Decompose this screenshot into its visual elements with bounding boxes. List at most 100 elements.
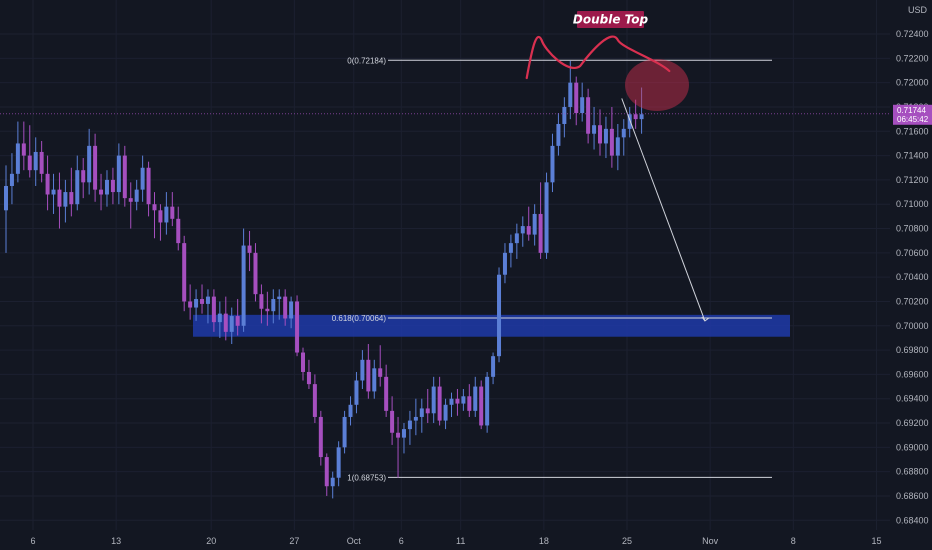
double-top-stroke: [525, 35, 671, 80]
candle-body: [526, 226, 531, 235]
y-tick-label: 0.71200: [896, 175, 929, 185]
candle-body: [69, 192, 74, 205]
current-price-label: 0.71744: [897, 106, 926, 115]
x-tick-label: Nov: [702, 536, 719, 546]
candle-body: [520, 226, 525, 234]
candle-body: [229, 316, 234, 332]
projection-arrowhead: [701, 316, 710, 322]
candle-body: [366, 359, 371, 392]
candle-body: [390, 410, 395, 433]
y-tick-label: 0.72200: [896, 53, 929, 63]
candle-body: [306, 371, 311, 385]
candle-body: [455, 398, 460, 404]
candle-body: [110, 179, 115, 193]
projection-arrow: [621, 98, 706, 322]
chart-title: Double Top: [573, 13, 649, 27]
candle-body: [580, 97, 585, 114]
x-tick-label: 13: [111, 536, 121, 546]
candle-body: [461, 396, 466, 404]
y-tick-label: 0.69400: [896, 394, 929, 404]
candle-body: [586, 97, 591, 134]
candle-body: [235, 316, 240, 326]
candle-body: [372, 368, 377, 392]
price-axis[interactable]: 0.724000.722000.720000.718000.716000.714…: [893, 5, 932, 525]
support-zone-layer: [193, 314, 790, 337]
candle-body: [378, 368, 383, 377]
candle-body: [170, 206, 175, 219]
candle-body: [283, 296, 288, 319]
candle-body: [502, 252, 507, 275]
title-badge: [577, 11, 644, 28]
candle-body: [122, 155, 127, 199]
candle-body: [431, 386, 436, 414]
candle-body: [265, 308, 270, 312]
current-price-tag: [893, 104, 932, 125]
candle-body: [437, 386, 442, 421]
candle-body: [443, 404, 448, 421]
candle-body: [360, 359, 365, 381]
y-tick-label: 0.70400: [896, 272, 929, 282]
time-axis[interactable]: 6 13 20 27 Oct 6 11 18 25 Nov 8 15: [30, 536, 881, 546]
candle-body: [164, 206, 169, 223]
candle-body: [425, 408, 430, 414]
candle-body: [603, 128, 608, 144]
y-tick-label: 0.70800: [896, 224, 929, 234]
candle-body: [217, 313, 222, 323]
candle-body: [497, 274, 502, 357]
candle-body: [544, 182, 549, 253]
candle-body: [277, 296, 282, 300]
candle-body: [247, 245, 252, 253]
y-tick-label: 0.69600: [896, 369, 929, 379]
candle-body: [598, 125, 602, 144]
candle-body: [467, 396, 472, 411]
candle-body: [81, 170, 86, 183]
y-tick-label: 0.68600: [896, 491, 929, 501]
y-tick-label: 0.68400: [896, 515, 929, 525]
x-tick-label: 15: [871, 536, 881, 546]
candle-body: [223, 313, 228, 332]
candle-body: [116, 155, 121, 193]
candle-body: [514, 233, 519, 244]
candle-body: [550, 145, 555, 183]
candle-body: [538, 213, 543, 253]
y-tick-label: 0.71600: [896, 126, 929, 136]
candle-body: [241, 245, 246, 326]
candle-body: [592, 125, 597, 134]
y-tick-label: 0.70200: [896, 296, 929, 306]
fib-label: 0.618(0.70064): [332, 314, 387, 323]
candle-body: [57, 189, 62, 207]
candle-body: [140, 167, 145, 190]
candle-body: [384, 376, 389, 411]
candle-body: [194, 299, 199, 308]
candle-body: [615, 137, 620, 156]
y-tick-label: 0.69000: [896, 442, 929, 452]
candle-body: [99, 189, 104, 195]
candle-body: [348, 404, 353, 417]
candle-body: [289, 301, 294, 319]
candle-body: [4, 185, 8, 211]
x-tick-label: 11: [456, 536, 465, 546]
candle-body: [479, 386, 484, 426]
candle-body: [39, 151, 44, 174]
candle-body: [152, 204, 157, 211]
candle-body: [568, 82, 573, 107]
candle-body: [51, 189, 56, 195]
candle-body: [104, 179, 109, 195]
candle-body: [128, 198, 133, 202]
candle-body: [419, 408, 424, 417]
x-tick-label: 8: [791, 536, 796, 546]
candle-body: [27, 155, 32, 171]
candle-body: [407, 420, 412, 430]
candle-body: [205, 296, 210, 304]
candle-body: [182, 243, 187, 302]
y-tick-label: 0.69800: [896, 345, 929, 355]
candle-body: [312, 384, 317, 417]
candle-body: [188, 301, 193, 308]
candle-body: [491, 356, 496, 377]
countdown-label: 06:45:42: [897, 115, 929, 124]
fib-label: 1(0.68753): [347, 473, 386, 482]
candle-body: [200, 299, 205, 304]
y-tick-label: 0.69200: [896, 418, 929, 428]
